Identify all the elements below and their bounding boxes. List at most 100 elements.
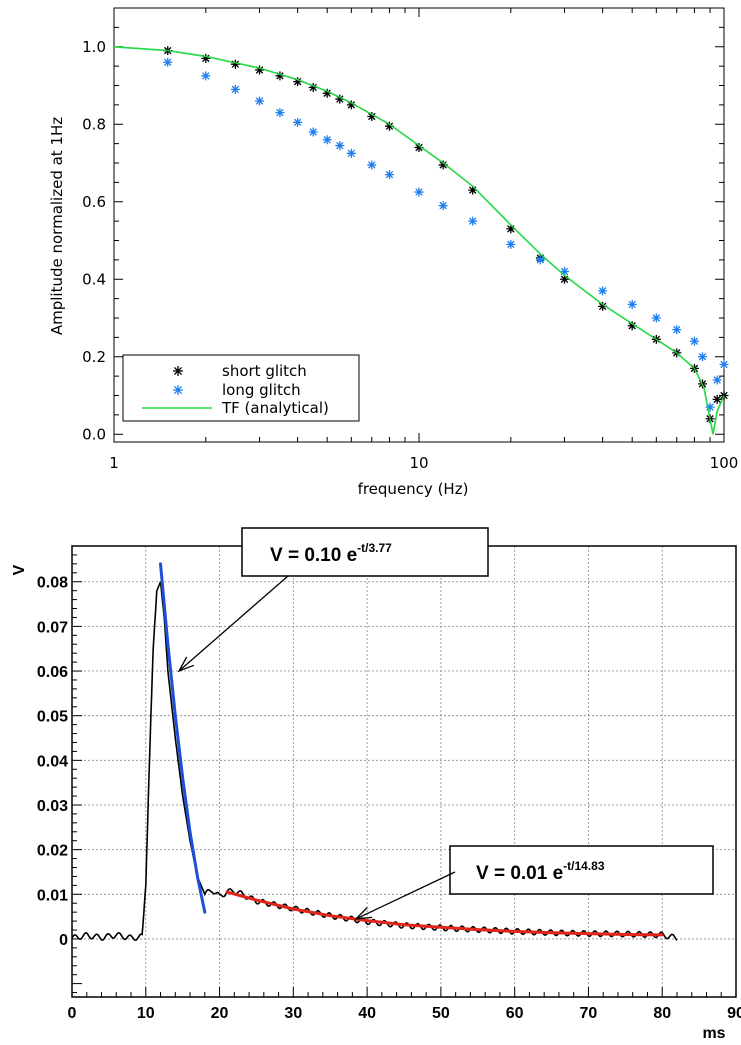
annotation-exponent: -t/14.83: [563, 859, 605, 873]
y-tick-label: 1.0: [82, 38, 106, 56]
annotation-main: V = 0.01 e: [476, 863, 563, 884]
long-glitch-point: [535, 255, 545, 265]
short-glitch-point: [367, 112, 377, 121]
short-glitch-point: [335, 94, 345, 104]
annotation-fast-decay: V = 0.10 e-t/3.77: [177, 527, 489, 673]
annotation-exponent: -t/3.77: [357, 541, 392, 555]
plot-frame: [71, 545, 737, 998]
y-tick-label: 0.07: [37, 619, 68, 636]
x-tick-label: 70: [580, 1005, 598, 1022]
legend-label-short-glitch: short glitch: [222, 362, 307, 380]
long-glitch-point: [384, 170, 394, 180]
annotation-box: [449, 845, 714, 895]
short-glitch-point: [598, 301, 608, 311]
long-glitch-point: [322, 135, 332, 145]
voltage-grid: [72, 546, 737, 997]
amplitude-x-axis-label: frequency (Hz): [358, 480, 469, 498]
fast-decay-fit-line: [159, 562, 207, 914]
annotation-arrow: [178, 575, 289, 672]
long-glitch-point: [335, 141, 345, 151]
long-glitch-point: [627, 299, 637, 309]
voltage-y-axis-label: V: [11, 564, 28, 575]
short-glitch-point: [506, 224, 516, 234]
long-glitch-point: [255, 96, 265, 106]
x-tick-label: 10: [409, 454, 428, 472]
x-tick-label: 10: [137, 1005, 155, 1022]
short-glitch-point: [346, 100, 356, 110]
long-glitch-point: [712, 375, 722, 385]
long-glitch-point: [651, 313, 661, 323]
legend-box: [122, 354, 360, 422]
voltage-ticks: 0 10 20 30 40 50 60 70 80 90 0 0.01 0.02 0.03 0.04 0.05…: [37, 545, 741, 1022]
long-glitch-point: [293, 117, 303, 127]
short-glitch-point: [293, 77, 303, 87]
long-glitch-point: [598, 286, 608, 296]
short-glitch-point: [255, 65, 265, 75]
long-glitch-point: [468, 216, 478, 226]
y-tick-label: 0.05: [37, 709, 68, 726]
voltage-x-axis-label: ms: [702, 1025, 725, 1042]
short-glitch-point: [308, 82, 318, 92]
voltage-annotations: V = 0.10 e-t/3.77 V = 0.01 e-t/14.83: [177, 527, 714, 920]
y-tick-label: 0.01: [37, 887, 68, 904]
short-glitch-point: [468, 185, 478, 195]
long-glitch-point: [367, 160, 377, 170]
short-glitch-point: [384, 121, 394, 131]
short-glitch-point: [560, 274, 570, 284]
x-tick-label: 40: [358, 1005, 376, 1022]
long-glitch-point: [275, 108, 285, 118]
long-glitch-point: [506, 239, 516, 249]
long-glitch-point: [719, 360, 729, 369]
y-tick-label: 0.06: [37, 664, 68, 681]
x-tick-label: 1: [109, 454, 119, 472]
amplitude-legend: short glitch long glitch TF (analytical): [122, 354, 360, 422]
annotation-box: [241, 527, 489, 577]
long-glitch-point: [705, 402, 715, 412]
long-glitch-point: [201, 71, 211, 81]
long-glitch-point: [697, 352, 707, 362]
annotation-arrowhead: [177, 656, 195, 673]
legend-marker-long-glitch: [173, 385, 183, 395]
y-tick-label: 0: [59, 932, 68, 949]
amplitude-ticks: 1 10 100 0.0 0.2 0.4 0.6 0.8 1.0: [82, 7, 739, 472]
short-glitch-point: [414, 143, 424, 152]
x-tick-label: 50: [432, 1005, 450, 1022]
voltage-chart: 0 10 20 30 40 50 60 70 80 90 0 0.01 0.02 0.03 0.04 0.05…: [11, 527, 741, 1042]
long-glitch-point: [560, 267, 570, 276]
short-glitch-point: [627, 321, 637, 331]
annotation-text: V = 0.10 e-t/3.77: [270, 541, 392, 566]
short-glitch-point: [322, 88, 332, 98]
y-tick-label: 0.8: [82, 115, 106, 133]
short-glitch-point: [201, 53, 211, 63]
legend-markers: [142, 366, 212, 409]
annotation-text: V = 0.01 e-t/14.83: [476, 859, 605, 884]
long-glitch-point: [163, 57, 173, 67]
long-glitch-point: [414, 187, 424, 197]
annotation-arrow: [355, 871, 456, 920]
voltage-axes: [71, 545, 737, 998]
slow-decay-fit-line: [225, 890, 664, 937]
voltage-series: [71, 562, 678, 942]
long-glitch-point: [689, 336, 699, 346]
long-glitch-point: [230, 84, 240, 94]
x-tick-label: 30: [284, 1005, 302, 1022]
y-tick-label: 0.2: [82, 348, 106, 366]
legend-label-tf-analytical: TF (analytical): [221, 399, 329, 417]
short-glitch-point: [230, 59, 240, 69]
series-line-tf-analytical-overlay: [113, 46, 725, 435]
long-glitch-point: [438, 201, 448, 211]
legend-label-long-glitch: long glitch: [222, 381, 301, 399]
y-tick-label: 0.02: [37, 843, 68, 860]
long-glitch-point: [346, 148, 356, 158]
short-glitch-point: [275, 71, 285, 81]
x-tick-label: 100: [710, 454, 739, 472]
annotation-slow-decay: V = 0.01 e-t/14.83: [354, 845, 714, 920]
x-tick-label: 0: [68, 1005, 77, 1022]
y-tick-label: 0.03: [37, 798, 68, 815]
x-tick-label: 90: [727, 1005, 741, 1022]
short-glitch-point: [712, 394, 722, 404]
y-tick-label: 0.08: [37, 575, 68, 592]
y-tick-label: 0.0: [82, 425, 106, 443]
y-tick-label: 0.04: [37, 753, 68, 770]
